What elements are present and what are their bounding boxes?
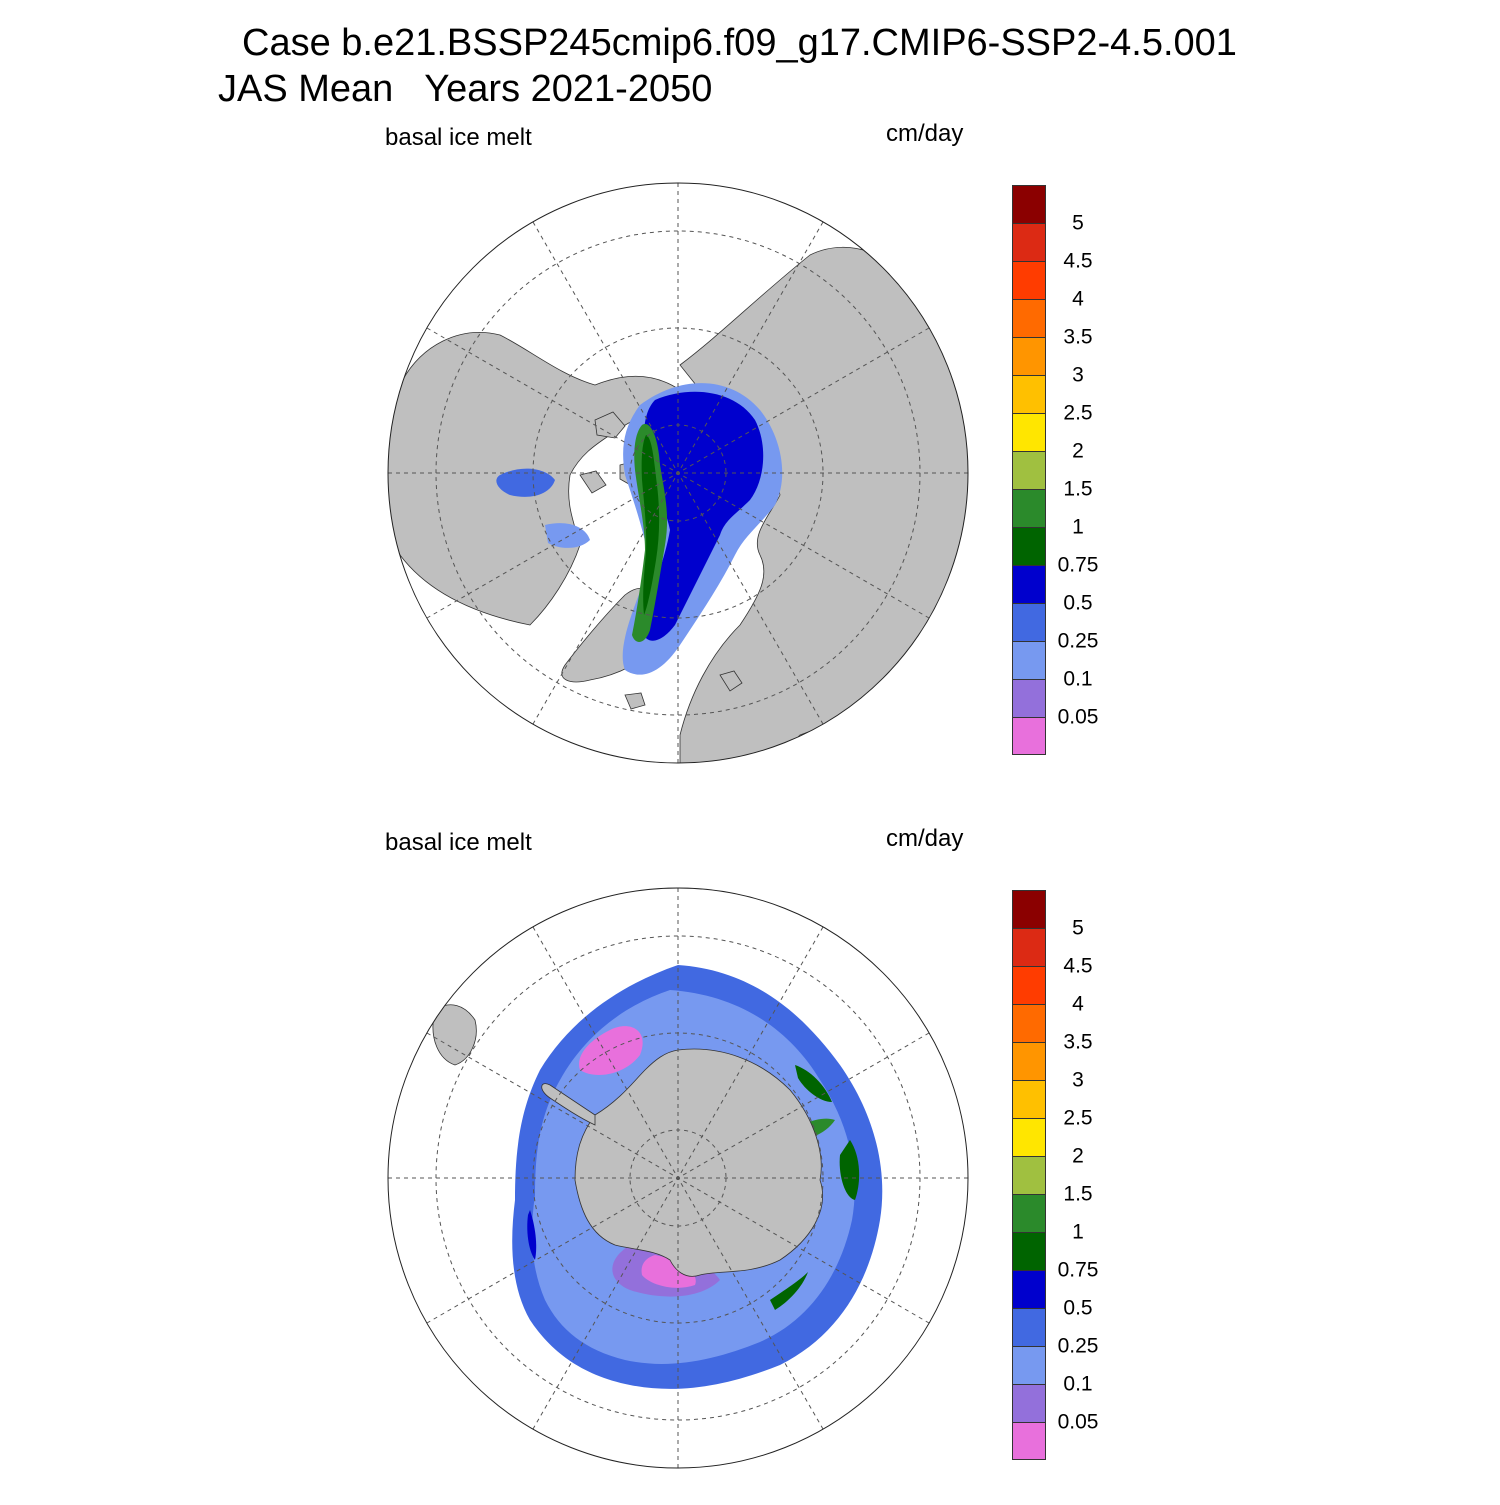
colorbar-swatch: [1012, 1384, 1046, 1422]
colorbar-tick-label: 0.5: [1063, 591, 1093, 615]
colorbar-swatch: [1012, 1194, 1046, 1232]
colorbar-swatch: [1012, 1270, 1046, 1308]
colorbar-tick-label: 1.5: [1063, 1182, 1093, 1206]
variable-label: basal ice melt: [385, 124, 532, 151]
colorbar-swatch: [1012, 375, 1046, 413]
colorbar-tick-label: 4: [1072, 992, 1084, 1016]
map-border: [387, 887, 969, 1469]
colorbar-swatch: [1012, 1232, 1046, 1270]
figure-title-case: Case b.e21.BSSP245cmip6.f09_g17.CMIP6-SS…: [242, 22, 1237, 64]
figure-title-period: JAS Mean Years 2021-2050: [218, 68, 713, 110]
colorbar-tick-label: 4: [1072, 287, 1084, 311]
colorbar-swatch: [1012, 679, 1046, 717]
colorbar-tick-label: 2: [1072, 439, 1084, 463]
colorbar-tick-label: 0.05: [1057, 705, 1099, 729]
map-border: [387, 182, 969, 764]
variable-label: basal ice melt: [385, 829, 532, 856]
graticule: [388, 183, 968, 763]
colorbar-tick-label: 5: [1072, 916, 1084, 940]
land-masses: [432, 1004, 823, 1277]
colorbar-swatch: [1012, 337, 1046, 375]
colorbar-tick-label: 1.5: [1063, 477, 1093, 501]
colorbar-tick-label: 0.25: [1057, 629, 1099, 653]
colorbar-tick-label: 5: [1072, 211, 1084, 235]
panel-arctic: basal ice melt cm/day: [0, 100, 1500, 800]
colorbar-tick-label: 0.5: [1063, 1296, 1093, 1320]
colorbar-tick-label: 1: [1072, 1220, 1084, 1244]
colorbar-swatch: [1012, 1308, 1046, 1346]
colorbar-swatch: [1012, 966, 1046, 1004]
colorbar-swatch: [1012, 451, 1046, 489]
colorbar-tick-label: 2: [1072, 1144, 1084, 1168]
colorbar-swatch: [1012, 890, 1046, 928]
units-label: cm/day: [886, 825, 964, 852]
colorbar-tick-label: 0.1: [1063, 1372, 1093, 1396]
colorbar-swatch: [1012, 1004, 1046, 1042]
colorbar-swatch: [1012, 641, 1046, 679]
panel-antarctic: basal ice melt cm/day: [0, 805, 1500, 1505]
colorbar: [1012, 890, 1046, 1460]
colorbar-swatch: [1012, 413, 1046, 451]
colorbar-tick-label: 3: [1072, 363, 1084, 387]
colorbar-swatch: [1012, 1118, 1046, 1156]
colorbar-swatch: [1012, 261, 1046, 299]
colorbar-tick-label: 0.05: [1057, 1410, 1099, 1434]
colorbar-swatch: [1012, 1080, 1046, 1118]
colorbar-swatch: [1012, 717, 1046, 755]
colorbar-tick-label: 4.5: [1063, 249, 1093, 273]
colorbar-swatch: [1012, 299, 1046, 337]
colorbar-tick-label: 2.5: [1063, 1106, 1093, 1130]
colorbar-tick-label: 0.75: [1057, 553, 1099, 577]
colorbar-tick-label: 4.5: [1063, 954, 1093, 978]
colorbar-swatch: [1012, 527, 1046, 565]
colorbar-tick-label: 3: [1072, 1068, 1084, 1092]
colorbar-tick-label: 0.25: [1057, 1334, 1099, 1358]
colorbar-swatch: [1012, 1042, 1046, 1080]
arctic-polar-map: [387, 182, 969, 764]
colorbar-swatch: [1012, 928, 1046, 966]
colorbar-swatch: [1012, 489, 1046, 527]
colorbar-swatch: [1012, 1346, 1046, 1384]
colorbar-tick-label: 3.5: [1063, 325, 1093, 349]
colorbar-tick-label: 0.1: [1063, 667, 1093, 691]
colorbar-tick-label: 0.75: [1057, 1258, 1099, 1282]
antarctic-polar-map: [387, 887, 969, 1469]
colorbar: [1012, 185, 1046, 755]
graticule: [388, 888, 968, 1468]
colorbar-tick-label: 3.5: [1063, 1030, 1093, 1054]
colorbar-swatch: [1012, 1422, 1046, 1460]
colorbar-swatch: [1012, 603, 1046, 641]
units-label: cm/day: [886, 120, 964, 147]
colorbar-tick-label: 2.5: [1063, 401, 1093, 425]
colorbar-swatch: [1012, 1156, 1046, 1194]
colorbar-tick-label: 1: [1072, 515, 1084, 539]
colorbar-swatch: [1012, 223, 1046, 261]
colorbar-swatch: [1012, 565, 1046, 603]
colorbar-swatch: [1012, 185, 1046, 223]
